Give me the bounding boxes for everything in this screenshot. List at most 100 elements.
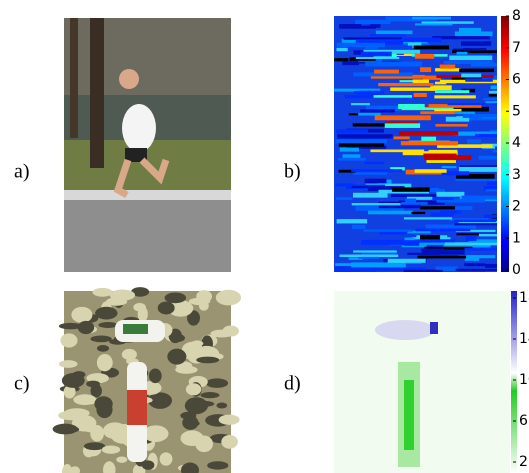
heat-stripe — [370, 34, 405, 36]
stone — [97, 345, 109, 352]
colorbar-tick-label: 8 — [512, 8, 521, 24]
heat-stripe — [411, 212, 425, 214]
heat-stripe — [431, 212, 454, 216]
heatmap-b — [334, 16, 529, 275]
heat-stripe — [465, 248, 498, 250]
heat-stripe — [415, 169, 447, 173]
heat-stripe — [467, 139, 481, 143]
heat-stripe — [465, 78, 493, 81]
heat-stripe — [461, 41, 491, 45]
colorbar-tick-label: 5 — [512, 103, 521, 119]
stone — [200, 392, 219, 398]
heat-stripe — [351, 262, 406, 267]
stone — [142, 460, 154, 470]
heat-stripe — [420, 235, 440, 240]
heat-stripe — [465, 236, 476, 241]
heat-stripe — [352, 225, 365, 229]
heat-stripe — [359, 91, 384, 95]
heat-stripe — [394, 136, 410, 139]
heat-stripe — [336, 272, 357, 276]
heat-stripe — [459, 28, 481, 32]
heat-stripe — [399, 131, 458, 135]
heat-stripe — [364, 162, 384, 164]
heat-stripe — [434, 109, 461, 111]
heat-stripe — [361, 52, 392, 57]
figure: a) b) c) d) 01234567826101418 — [0, 0, 529, 473]
stone — [86, 381, 100, 388]
stone — [196, 290, 212, 302]
colorbar-tick-label: 6 — [519, 413, 528, 429]
heat-stripe — [385, 123, 420, 128]
heat-stripe — [435, 124, 467, 127]
heat-stripe — [442, 166, 457, 168]
heat-stripe — [401, 141, 458, 145]
heat-stripe — [430, 197, 454, 200]
stone — [216, 290, 241, 306]
heat-stripe — [370, 149, 424, 152]
colorbar-tick-label: 4 — [512, 135, 521, 151]
stone — [122, 349, 137, 360]
heat-stripe — [390, 87, 437, 90]
heat-stripe — [360, 109, 395, 112]
heat-stripe — [417, 256, 466, 259]
panel-label: c) — [14, 373, 30, 395]
heat-stripe — [405, 238, 415, 241]
photo-objects — [53, 287, 241, 473]
heat-stripe — [465, 258, 479, 261]
heat-stripe — [449, 56, 492, 61]
stone — [78, 321, 94, 334]
stone — [149, 369, 162, 384]
heat-stripe — [337, 219, 368, 223]
stone — [199, 301, 209, 311]
heat-stripe — [448, 103, 502, 105]
stone — [221, 435, 238, 449]
heat-stripe — [463, 48, 486, 50]
colorbar-tick-label: 0 — [512, 262, 521, 278]
stone — [62, 373, 85, 388]
heat-stripe — [420, 111, 454, 114]
heat-stripe — [353, 193, 388, 198]
stone — [92, 288, 112, 297]
panel-label: a) — [14, 161, 30, 183]
heat-stripe — [440, 65, 455, 69]
heat-stripe — [421, 137, 436, 141]
heat-stripe — [407, 253, 439, 255]
heat-stripe — [342, 63, 358, 65]
heat-stripe — [402, 38, 441, 42]
heat-stripe — [340, 148, 359, 152]
stone — [191, 340, 203, 346]
heat-stripe — [378, 83, 433, 86]
heat-stripe — [345, 95, 374, 99]
stone — [97, 354, 113, 371]
stone — [185, 397, 208, 414]
stone — [71, 307, 92, 323]
heat-stripe — [420, 206, 461, 209]
colorbar-tick-label: 7 — [512, 40, 521, 56]
stone — [90, 335, 111, 342]
heat-stripe — [340, 26, 376, 29]
colorbar-tick-label: 2 — [512, 199, 521, 215]
heatmap-d — [334, 291, 510, 473]
colorbar-tick-label: 3 — [512, 167, 521, 183]
heat-stripe — [343, 154, 361, 157]
heat-stripe — [454, 220, 496, 222]
colorbar-tick-label: 14 — [519, 331, 529, 347]
stone — [60, 333, 77, 347]
heat-stripe — [414, 46, 449, 50]
heat-stripe — [336, 139, 387, 143]
heat-stripe — [413, 79, 429, 83]
heat-stripe — [370, 24, 380, 28]
heat-stripe — [353, 250, 397, 252]
heat-stripe — [436, 192, 464, 197]
panel-label: b) — [284, 161, 301, 183]
heat-stripe — [424, 155, 471, 160]
heat-stripe — [338, 158, 366, 161]
stone — [82, 424, 95, 431]
stone — [222, 325, 239, 336]
heat-stripe — [355, 20, 390, 24]
stone — [195, 436, 213, 453]
stone — [84, 442, 105, 450]
heat-stripe — [374, 95, 412, 98]
heat-stripe — [455, 32, 493, 37]
stone — [219, 415, 240, 425]
